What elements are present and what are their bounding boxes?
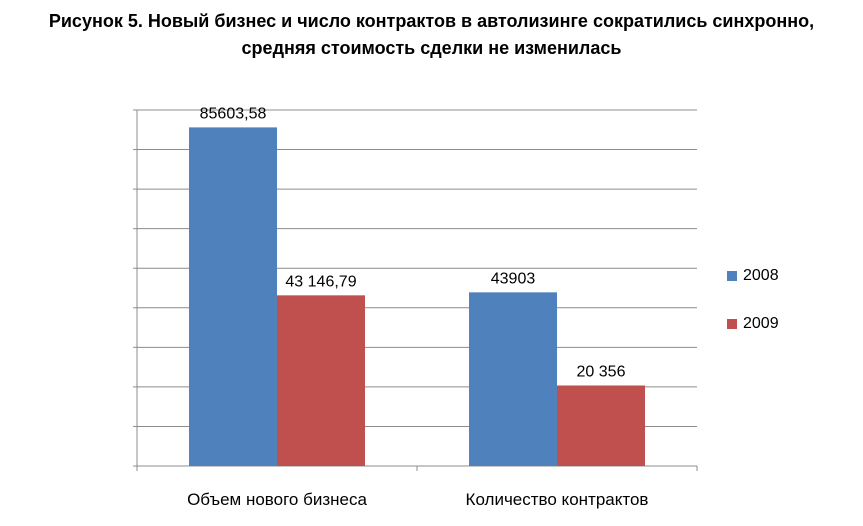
chart-title-line-1: Рисунок 5. Новый бизнес и число контракт… — [48, 11, 815, 31]
legend-label-2009: 2009 — [743, 315, 779, 332]
data-labels: 85603,58 43 146,79 43903 20 356 — [200, 105, 626, 380]
bars — [189, 127, 645, 466]
legend-item-2009: 2009 — [727, 312, 779, 336]
bar-2009-2 — [557, 385, 645, 466]
bar-2008-1 — [189, 127, 277, 466]
legend-item-2008: 2008 — [727, 264, 779, 288]
chart-title: Рисунок 5. Новый бизнес и число контракт… — [0, 8, 863, 62]
legend-swatch-2009 — [727, 319, 737, 329]
legend-label-2008: 2008 — [743, 267, 779, 284]
category-label-1: Объем нового бизнеса — [187, 490, 367, 509]
category-labels: Объем нового бизнеса Количество контракто… — [187, 490, 648, 509]
legend: 2008 2009 — [727, 264, 779, 360]
data-label-2009-1: 43 146,79 — [285, 273, 356, 290]
data-label-2008-2: 43903 — [491, 270, 536, 287]
category-label-2: Количество контрактов — [466, 490, 649, 509]
legend-swatch-2008 — [727, 271, 737, 281]
bar-2009-1 — [277, 295, 365, 466]
data-label-2009-2: 20 356 — [577, 363, 626, 380]
chart-title-line-2: средняя стоимость сделки не изменилась — [241, 38, 622, 58]
data-label-2008-1: 85603,58 — [200, 105, 267, 122]
bar-2008-2 — [469, 292, 557, 466]
